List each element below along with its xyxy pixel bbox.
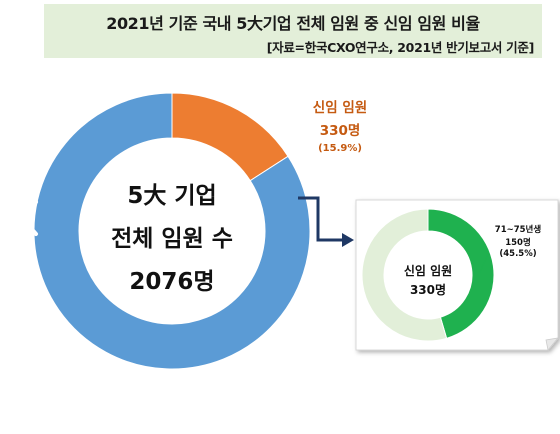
chart-title: 2021년 기준 국내 5大기업 전체 임원 중 신임 임원 비율 [106, 14, 480, 33]
other-new-exec-slice [361, 208, 448, 342]
source-note: [자료=한국CXO연구소, 2021년 반기보고서 기준] [266, 40, 535, 55]
other-exec-slice [33, 92, 311, 370]
young-count: 150명 [505, 238, 531, 248]
total-donut [33, 92, 311, 370]
prev-chevron-icon[interactable] [14, 198, 44, 238]
young-exec-slice [427, 208, 495, 339]
connector-arrow [298, 196, 354, 247]
title-box: 2021년 기준 국내 5大기업 전체 임원 중 신임 임원 비율 [자료=한국… [44, 4, 542, 58]
young-percent: (45.5%) [499, 249, 537, 259]
young-leader-line [479, 253, 489, 273]
new-exec-count: 330명 [319, 123, 361, 139]
new-exec-percent: (15.9%) [318, 143, 362, 154]
total-center-line-1: 5大 기업 [127, 183, 217, 209]
new-executive-donut [361, 208, 495, 342]
total-center-line-2: 전체 임원 수 [111, 226, 233, 252]
total-center-line-3: 2076명 [129, 269, 215, 295]
small-center-line-1: 신임 임원 [403, 264, 453, 278]
small-center-line-2: 330명 [409, 283, 447, 297]
new-exec-label: 신임 임원 [312, 100, 368, 116]
young-label: 71~75년생 [494, 225, 542, 235]
detail-panel [355, 199, 559, 351]
